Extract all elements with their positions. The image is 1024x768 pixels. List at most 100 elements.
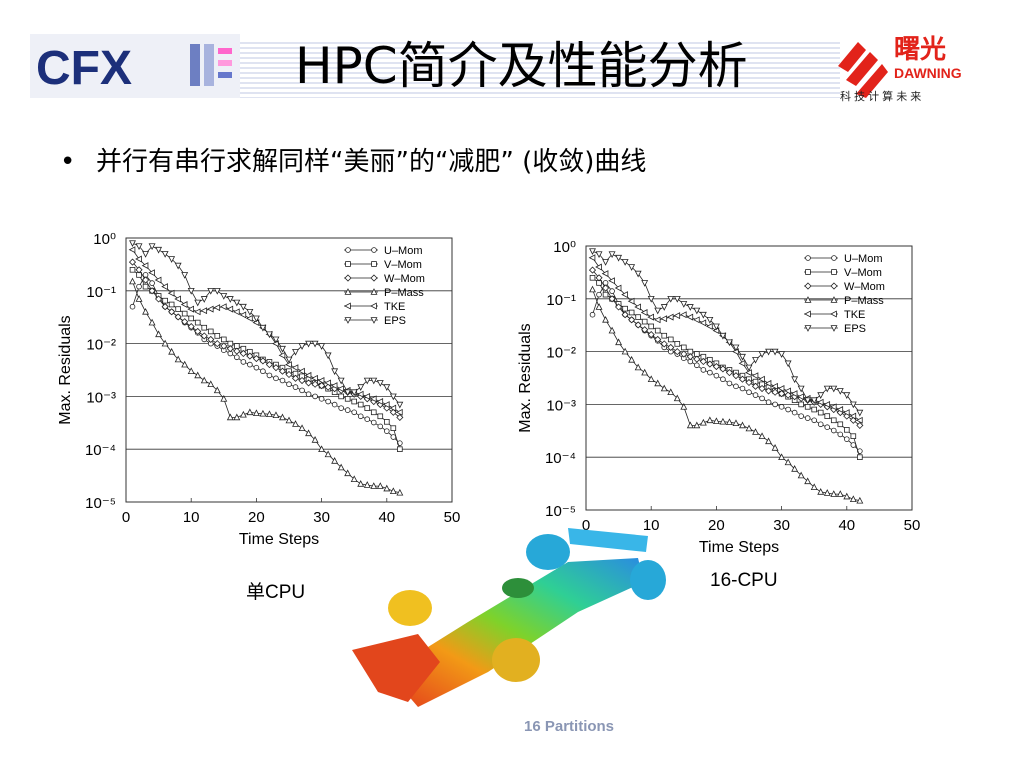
data-point — [771, 388, 779, 396]
x-axis-label: Time Steps — [239, 531, 319, 548]
data-point — [660, 384, 668, 392]
data-point — [778, 453, 786, 461]
y-axis-label: Max. Residuals — [57, 315, 74, 424]
rear-left-wheel — [526, 534, 570, 570]
data-point — [278, 367, 287, 375]
data-point — [232, 308, 240, 316]
data-point — [337, 385, 344, 393]
data-point — [155, 295, 163, 303]
data-point — [725, 418, 733, 426]
data-point — [791, 409, 798, 416]
data-point — [602, 259, 610, 266]
data-point — [706, 360, 714, 368]
data-point — [628, 316, 636, 324]
data-point — [621, 311, 629, 319]
data-point — [292, 420, 299, 427]
legend-marker — [370, 317, 378, 324]
data-point — [628, 309, 635, 316]
data-point — [817, 392, 825, 399]
data-point — [850, 442, 857, 448]
data-point — [142, 307, 150, 315]
data-point — [837, 431, 844, 438]
data-point — [234, 354, 240, 361]
data-point — [292, 384, 299, 390]
cockpit — [502, 578, 534, 598]
data-point — [804, 477, 812, 485]
data-point — [751, 382, 760, 390]
data-point — [265, 331, 273, 339]
data-point — [791, 376, 799, 384]
data-point — [239, 410, 247, 418]
data-point — [653, 316, 661, 324]
data-point — [667, 343, 675, 351]
data-point — [654, 379, 662, 387]
data-point — [804, 415, 811, 421]
data-point — [686, 421, 694, 429]
data-point — [602, 315, 610, 323]
data-point — [233, 347, 241, 355]
legend-label: P–Mass — [844, 295, 884, 307]
data-point — [621, 259, 629, 266]
y-tick-label: 10⁻¹ — [86, 284, 116, 301]
data-point — [247, 361, 253, 368]
data-point — [660, 340, 668, 348]
data-point — [396, 413, 404, 421]
data-point — [777, 385, 785, 392]
data-point — [246, 314, 253, 322]
data-point — [246, 352, 254, 360]
data-point — [824, 413, 831, 419]
data-point — [712, 363, 720, 371]
data-point — [285, 356, 293, 364]
data-point — [765, 348, 773, 356]
y-tick-label: 10⁰ — [553, 239, 576, 256]
data-point — [148, 287, 156, 295]
data-point — [266, 372, 273, 379]
data-point — [608, 277, 615, 285]
data-point — [759, 395, 765, 402]
data-point — [129, 277, 136, 285]
data-point — [181, 318, 189, 326]
data-point — [194, 371, 202, 379]
data-point — [291, 364, 299, 372]
series-pmass — [589, 285, 864, 504]
data-point — [784, 387, 791, 395]
data-point — [778, 390, 786, 398]
legend-label: TKE — [384, 301, 405, 313]
data-point — [344, 469, 352, 477]
data-point — [141, 262, 149, 270]
data-point — [350, 389, 358, 397]
data-point — [383, 384, 391, 391]
data-point — [259, 409, 267, 417]
data-point — [304, 371, 312, 379]
data-point — [395, 408, 403, 416]
data-point — [745, 378, 753, 387]
series-pmass — [129, 277, 404, 496]
data-point — [589, 311, 596, 318]
data-point — [299, 387, 305, 394]
data-point — [396, 488, 404, 496]
data-point — [732, 344, 740, 352]
data-point — [719, 417, 727, 425]
data-point — [810, 483, 818, 491]
data-point — [608, 251, 616, 259]
x-tick-label: 50 — [444, 509, 461, 526]
data-point — [621, 291, 628, 299]
data-point — [291, 374, 300, 382]
data-point — [673, 312, 681, 320]
legend-marker — [370, 288, 378, 295]
data-point — [142, 283, 149, 290]
data-point — [338, 405, 344, 411]
data-point — [318, 382, 326, 390]
x-tick-label: 0 — [582, 517, 590, 534]
data-point — [168, 308, 176, 316]
data-point — [732, 419, 740, 427]
data-point — [824, 424, 831, 430]
data-point — [207, 328, 214, 335]
data-point — [305, 391, 312, 398]
data-point — [187, 288, 195, 295]
data-point — [272, 336, 280, 344]
legend-label: V–Mom — [844, 267, 882, 279]
data-point — [699, 319, 707, 327]
data-point — [356, 390, 364, 398]
data-point — [389, 393, 397, 401]
